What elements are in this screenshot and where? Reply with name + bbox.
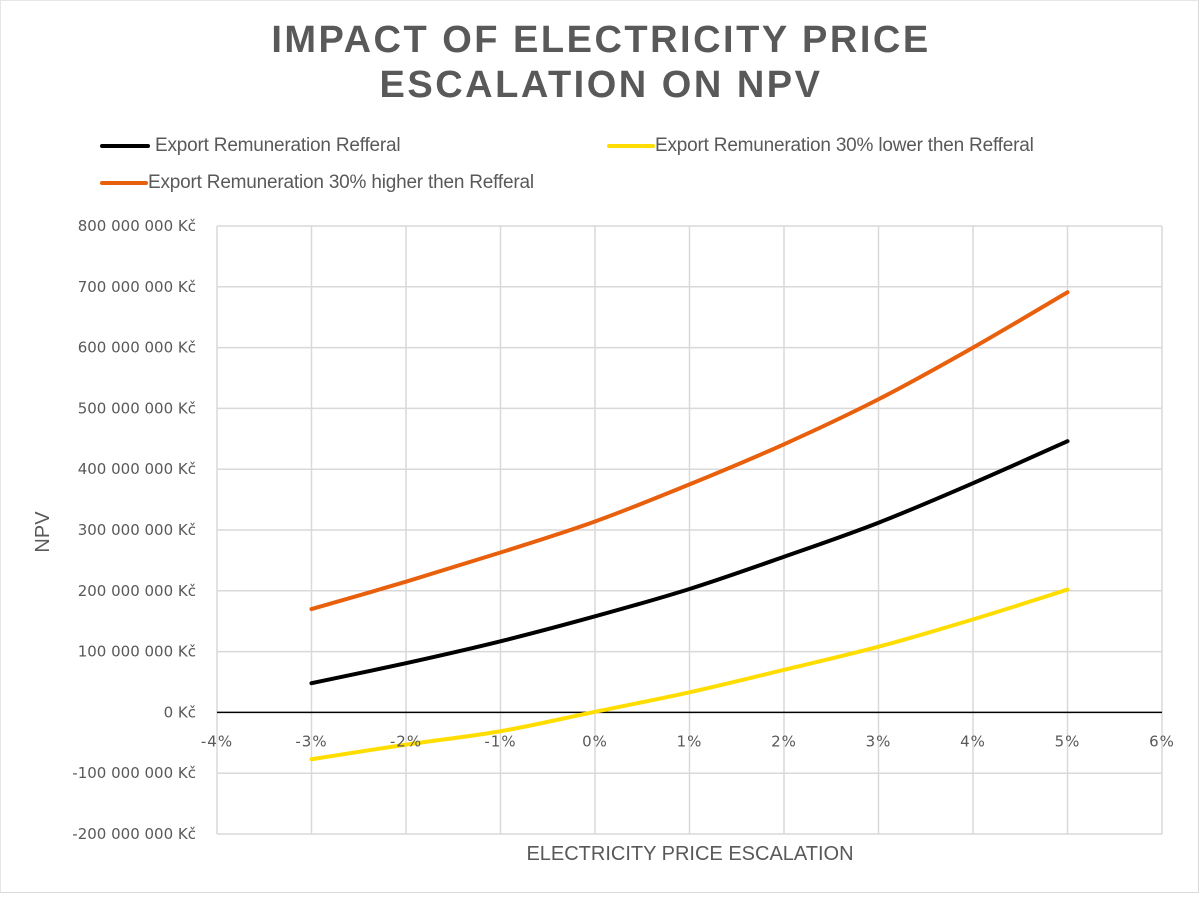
legend-swatch-referral (100, 144, 150, 148)
y-tick-label: 200 000 000 Kč (78, 582, 196, 600)
x-tick-label: 1% (677, 732, 703, 750)
legend-swatch-higher (100, 181, 148, 185)
x-tick-label: 6% (1149, 732, 1175, 750)
series-line-lower[interactable] (309, 587, 1070, 762)
series-line-higher[interactable] (309, 290, 1070, 612)
y-tick-label: 300 000 000 Kč (78, 521, 196, 539)
series-line-referral[interactable] (309, 439, 1070, 686)
legend-label-referral: Export Remuneration Refferal (155, 135, 401, 156)
x-tick-label: 4% (960, 732, 986, 750)
y-tick-label: 400 000 000 Kč (78, 460, 196, 478)
y-tick-label: 500 000 000 Kč (78, 399, 196, 417)
y-axis-title: NPV (32, 511, 54, 553)
legend-label-higher: Export Remuneration 30% higher then Reff… (148, 172, 534, 193)
series-lines (309, 290, 1070, 762)
y-tick-label: -200 000 000 Kč (72, 825, 196, 843)
x-tick-label: -4% (201, 732, 233, 750)
chart-title-line-2: ESCALATION ON NPV (379, 64, 823, 106)
chart-title-line-1: IMPACT OF ELECTRICITY PRICE (271, 19, 931, 61)
x-tick-label: 5% (1055, 732, 1081, 750)
legend-item-referral[interactable]: Export Remuneration Refferal (100, 134, 401, 158)
x-tick-label: 2% (771, 732, 797, 750)
y-tick-label: 700 000 000 Kč (78, 278, 196, 296)
x-tick-label: 3% (866, 732, 892, 750)
y-tick-label: -100 000 000 Kč (72, 764, 196, 782)
legend-swatch-lower (607, 144, 655, 148)
chart-title: IMPACT OF ELECTRICITY PRICE ESCALATION O… (0, 18, 1202, 108)
x-tick-label: 0% (582, 732, 608, 750)
y-tick-label: 600 000 000 Kč (78, 339, 196, 357)
legend-label-lower: Export Remuneration 30% lower then Reffe… (655, 135, 1034, 156)
x-tick-labels: -4% -3% -2% -1% 0% 1% 2% 3% 4% 5% 6% (201, 732, 1175, 750)
x-axis-title: ELECTRICITY PRICE ESCALATION (526, 843, 853, 865)
legend-item-higher[interactable]: Export Remuneration 30% higher then Reff… (100, 171, 534, 195)
x-tick-label: -1% (484, 732, 516, 750)
legend-item-lower[interactable]: Export Remuneration 30% lower then Reffe… (607, 134, 1034, 158)
y-tick-label: 0 Kč (164, 703, 196, 721)
x-tick-label: -3% (295, 732, 327, 750)
y-tick-label: 100 000 000 Kč (78, 643, 196, 661)
y-tick-label: 800 000 000 Kč (78, 217, 196, 235)
y-tick-labels: 800 000 000 Kč 700 000 000 Kč 600 000 000 … (72, 217, 196, 843)
x-tick-label: -2% (390, 732, 422, 750)
